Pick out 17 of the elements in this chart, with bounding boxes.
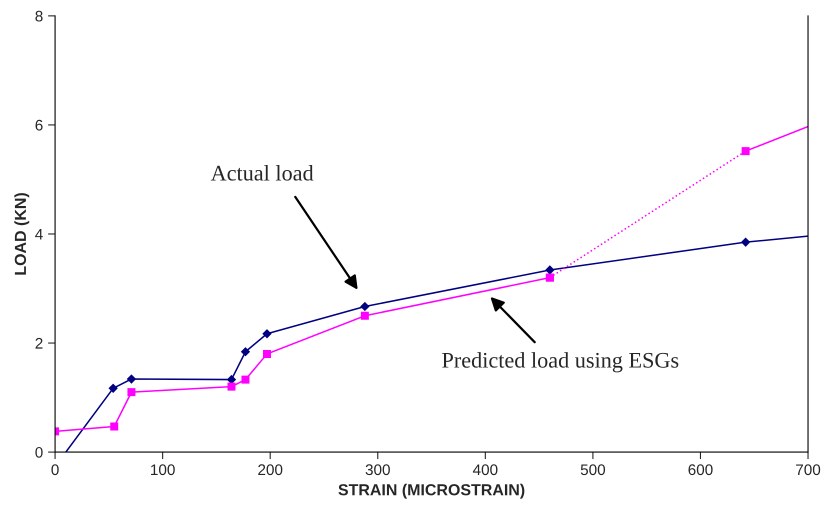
y-tick-label: 2 <box>36 338 42 349</box>
x-tick-label: 400 <box>472 464 498 476</box>
annotation: Predicted load using ESGs <box>442 352 678 372</box>
y-axis-title: LOAD (KN) <box>14 193 30 275</box>
y-tick-label: 0 <box>35 446 43 458</box>
x-tick-label: 500 <box>580 464 606 476</box>
y-tick-label: 6 <box>36 120 43 131</box>
y-tick-label: 4 <box>35 229 43 240</box>
annotation: Actual load <box>210 165 314 181</box>
x-tick-label: 100 <box>151 464 175 476</box>
x-tick-label: 0 <box>51 464 59 476</box>
x-tick-label: 300 <box>366 464 390 476</box>
x-tick-label: 700 <box>796 464 820 476</box>
x-axis-title: STRAIN (MICROSTRAIN) <box>338 484 524 499</box>
x-tick-label: 600 <box>688 464 713 476</box>
x-tick-label: 200 <box>258 464 282 476</box>
y-tick-label: 8 <box>35 10 43 22</box>
